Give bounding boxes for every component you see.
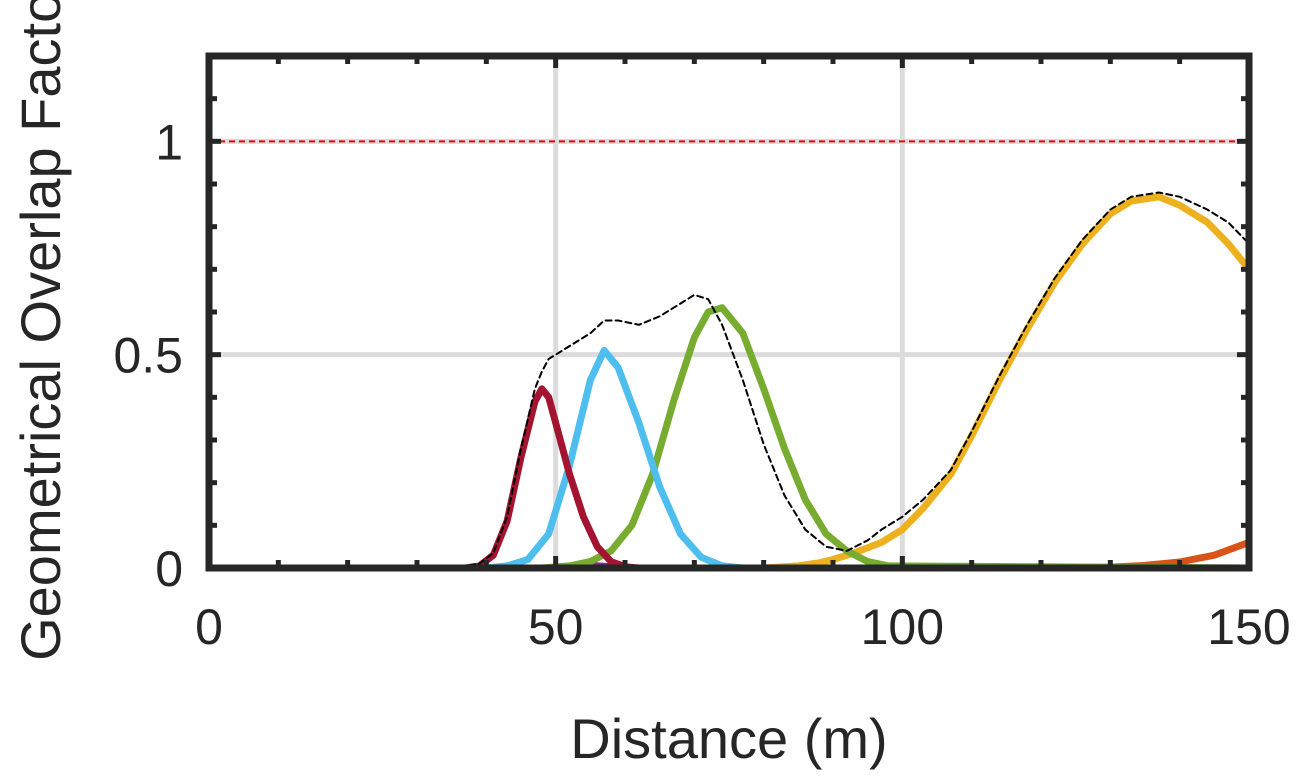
x-tick-label: 50 — [528, 599, 584, 655]
y-axis-label: Geometrical Overlap Factor — [9, 0, 72, 661]
y-tick-label: 0 — [155, 541, 183, 597]
x-axis-label: Distance (m) — [570, 707, 887, 770]
x-tick-labels: 0 50 100 150 — [195, 599, 1291, 655]
tick-marks — [206, 53, 1252, 571]
series-line-dashed-total — [208, 191, 1250, 567]
series-line-4 — [205, 304, 1253, 572]
x-tick-label: 0 — [195, 599, 223, 655]
y-tick-label: 1 — [155, 114, 183, 170]
y-tick-labels: 00.51 — [113, 114, 183, 597]
x-tick-label: 100 — [861, 599, 944, 655]
series-line-6 — [205, 385, 1253, 572]
x-tick-label: 150 — [1207, 599, 1290, 655]
series-layer — [205, 191, 1253, 572]
series-line-5 — [205, 346, 1253, 572]
series-line-3 — [205, 193, 1253, 572]
y-tick-label: 0.5 — [113, 328, 183, 384]
